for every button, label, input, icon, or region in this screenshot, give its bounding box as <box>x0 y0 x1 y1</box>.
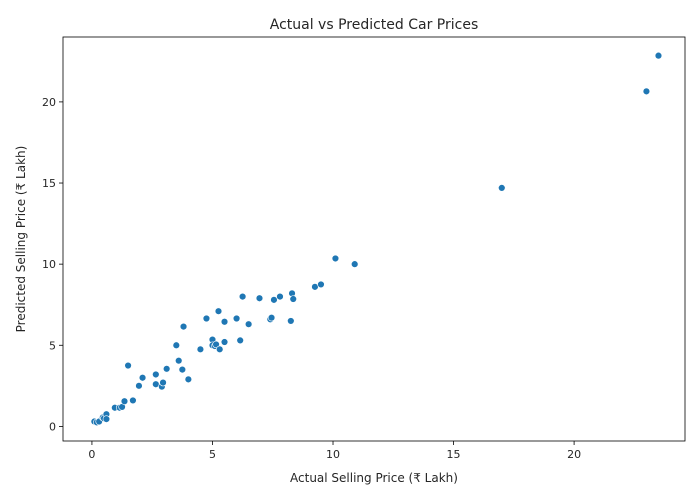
scatter-point <box>178 365 187 374</box>
scatter-point <box>129 396 137 405</box>
scatter-point <box>331 254 340 263</box>
scatter-point <box>244 320 253 328</box>
scatter-point <box>220 318 229 326</box>
scatter-point <box>270 296 278 304</box>
scatter-point <box>175 356 183 365</box>
x-tick-label: 10 <box>326 448 340 461</box>
x-tick-label: 0 <box>88 448 95 461</box>
scatter-point <box>120 397 129 405</box>
y-tick-label: 0 <box>49 420 56 433</box>
scatter-point <box>276 292 284 301</box>
scatter-point <box>135 382 143 390</box>
y-tick-label: 10 <box>42 258 56 271</box>
scatter-point <box>152 370 160 379</box>
scatter-point <box>232 314 241 323</box>
scatter-point <box>184 375 193 384</box>
y-tick-label: 5 <box>49 339 56 352</box>
scatter-point <box>202 314 211 323</box>
y-axis-label: Predicted Selling Price (₹ Lakh) <box>14 146 28 333</box>
scatter-point <box>124 361 132 370</box>
scatter-point <box>238 292 247 301</box>
scatter-point <box>236 336 244 345</box>
x-tick-label: 15 <box>447 448 461 461</box>
scatter-point <box>267 313 276 322</box>
scatter-points <box>90 51 663 427</box>
scatter-point <box>220 338 229 346</box>
scatter-point <box>172 341 181 349</box>
scatter-point <box>498 184 506 192</box>
y-axis: 0 5 10 15 20 <box>42 96 63 433</box>
scatter-point <box>287 317 295 325</box>
scatter-point <box>179 322 188 331</box>
y-tick-label: 15 <box>42 177 56 190</box>
scatter-point <box>138 374 147 382</box>
scatter-point <box>212 340 220 349</box>
scatter-point <box>162 365 171 373</box>
y-tick-label: 20 <box>42 96 56 109</box>
scatter-point <box>351 260 359 268</box>
scatter-point <box>102 415 111 423</box>
plot-area <box>62 36 686 442</box>
scatter-point <box>255 294 264 302</box>
x-axis-label: Actual Selling Price (₹ Lakh) <box>290 471 458 485</box>
scatter-point <box>159 378 167 387</box>
scatter-point <box>289 295 297 303</box>
x-tick-label: 20 <box>567 448 581 461</box>
x-axis: 0 5 10 15 20 <box>88 441 581 461</box>
scatter-point <box>216 345 224 354</box>
scatter-point <box>317 280 325 289</box>
scatter-point <box>654 51 663 60</box>
scatter-point <box>642 87 651 96</box>
scatter-point <box>196 345 205 354</box>
chart-title: Actual vs Predicted Car Prices <box>270 17 479 33</box>
scatter-point <box>214 307 223 315</box>
x-tick-label: 5 <box>209 448 216 461</box>
